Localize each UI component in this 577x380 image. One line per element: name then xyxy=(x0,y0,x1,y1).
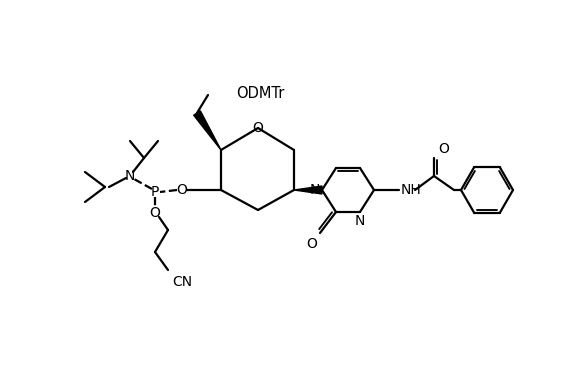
Text: O: O xyxy=(177,183,188,197)
Text: N: N xyxy=(125,169,135,183)
Text: ODMTr: ODMTr xyxy=(236,86,284,100)
Text: O: O xyxy=(438,142,449,156)
Text: P: P xyxy=(151,185,159,199)
Text: O: O xyxy=(149,206,160,220)
Text: O: O xyxy=(253,121,264,135)
Polygon shape xyxy=(294,186,322,194)
Text: N: N xyxy=(355,214,365,228)
Text: N: N xyxy=(310,183,320,197)
Text: NH: NH xyxy=(401,183,422,197)
Text: O: O xyxy=(306,237,317,251)
Polygon shape xyxy=(194,111,221,150)
Text: CN: CN xyxy=(172,275,192,289)
